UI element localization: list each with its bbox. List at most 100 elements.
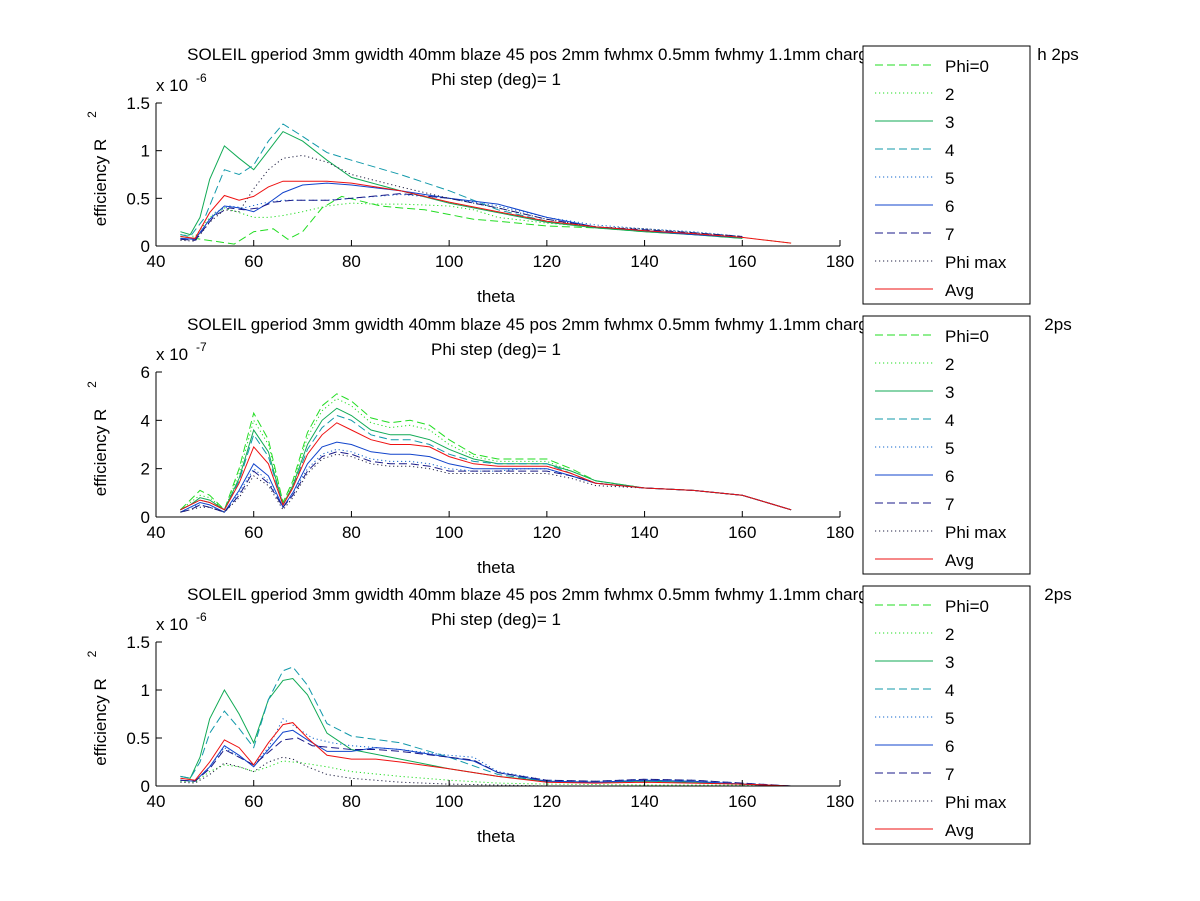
legend-box — [862, 45, 1031, 305]
x-tick-label: 180 — [826, 252, 854, 271]
chart-title-tail: 2ps — [1044, 315, 1071, 334]
legend: Phi=0 2 3 4 5 6 7 Phi max Avg — [862, 45, 1031, 305]
y-tick-label: 0.5 — [126, 189, 150, 208]
legend-box — [862, 585, 1031, 845]
legend-entry-label: 6 — [945, 197, 954, 216]
legend-entry-label: Avg — [945, 281, 974, 300]
legend-entry-label: 5 — [945, 439, 954, 458]
legend-entry-label: Phi max — [945, 793, 1007, 812]
legend-entry-label: Avg — [945, 821, 974, 840]
legend: Phi=0 2 3 4 5 6 7 Phi max Avg — [862, 585, 1031, 845]
x-tick-label: 140 — [630, 252, 658, 271]
x-tick-label: 180 — [826, 792, 854, 811]
chart-title-tail: h 2ps — [1037, 45, 1079, 64]
chart-title: SOLEIL gperiod 3mm gwidth 40mm blaze 45 … — [187, 585, 901, 604]
axis-exponent-base: x 10 — [156, 615, 188, 634]
legend-entry-label: 3 — [945, 383, 954, 402]
legend-entry-label: 6 — [945, 467, 954, 486]
legend-entry-label: 4 — [945, 411, 954, 430]
legend-entry-label: Phi=0 — [945, 597, 989, 616]
x-tick-label: 80 — [342, 523, 361, 542]
x-tick-label: 40 — [147, 252, 166, 271]
y-tick-label: 0 — [141, 237, 150, 256]
y-tick-label: 1 — [141, 681, 150, 700]
legend-entry-label: Phi max — [945, 523, 1007, 542]
chart-title: SOLEIL gperiod 3mm gwidth 40mm blaze 45 … — [187, 45, 901, 64]
chart-title: SOLEIL gperiod 3mm gwidth 40mm blaze 45 … — [187, 315, 901, 334]
y-tick-label: 1.5 — [126, 633, 150, 652]
series-line-5 — [180, 729, 792, 787]
y-axis-label-superscript: 2 — [85, 381, 99, 388]
x-tick-label: 160 — [728, 252, 756, 271]
x-tick-label: 80 — [342, 792, 361, 811]
x-tick-label: 40 — [147, 523, 166, 542]
x-tick-label: 100 — [435, 252, 463, 271]
y-tick-label: 2 — [141, 460, 150, 479]
y-axis-label-superscript: 2 — [85, 111, 99, 118]
y-axis-label: efficiency R — [91, 409, 110, 497]
y-tick-label: 1.5 — [126, 94, 150, 113]
x-tick-label: 120 — [533, 252, 561, 271]
chart-panel-3: 40 60 80 100 120 140 160 180 0 0.5 1 1.5 x 10 -6 SOLEI… — [85, 585, 1072, 846]
legend-box — [862, 315, 1031, 575]
axis-exponent-power: -6 — [196, 610, 207, 624]
x-tick-label: 120 — [533, 523, 561, 542]
x-axis-label: theta — [477, 287, 515, 306]
chart-panel-2: 40 60 80 100 120 140 160 180 0 2 4 6 x 10 -7 SOLEIL gp… — [85, 315, 1072, 577]
x-tick-label: 160 — [728, 792, 756, 811]
x-tick-label: 100 — [435, 792, 463, 811]
legend-entry-label: 4 — [945, 681, 954, 700]
legend-entry-label: 3 — [945, 653, 954, 672]
axis-exponent-base: x 10 — [156, 345, 188, 364]
y-tick-label: 0 — [141, 777, 150, 796]
chart-subtitle: Phi step (deg)= 1 — [431, 340, 561, 359]
series-line-8 — [180, 722, 792, 787]
y-tick-label: 6 — [141, 363, 150, 382]
x-tick-label: 100 — [435, 523, 463, 542]
series-line-2 — [180, 130, 743, 239]
axis-exponent-power: -7 — [196, 340, 207, 354]
chart-title-tail: 2ps — [1044, 585, 1071, 604]
x-tick-label: 160 — [728, 523, 756, 542]
legend-entry-label: 7 — [945, 225, 954, 244]
x-tick-label: 40 — [147, 792, 166, 811]
x-tick-label: 180 — [826, 523, 854, 542]
x-tick-label: 140 — [630, 792, 658, 811]
plot-area — [156, 642, 840, 786]
legend-entry-label: Avg — [945, 551, 974, 570]
axis-exponent-power: -6 — [196, 71, 207, 85]
x-tick-label: 80 — [342, 252, 361, 271]
legend-entry-label: 5 — [945, 709, 954, 728]
plot-area — [156, 103, 840, 246]
x-axis-label: theta — [477, 827, 515, 846]
legend-entry-label: Phi max — [945, 253, 1007, 272]
y-axis-label-superscript: 2 — [85, 650, 99, 657]
chart-subtitle: Phi step (deg)= 1 — [431, 70, 561, 89]
series-line-2 — [180, 407, 792, 511]
series-line-8 — [180, 180, 792, 244]
legend-entry-label: 4 — [945, 141, 954, 160]
y-axis-label: efficiency R — [91, 139, 110, 227]
x-tick-label: 140 — [630, 523, 658, 542]
x-axis-label: theta — [477, 558, 515, 577]
x-tick-label: 60 — [244, 792, 263, 811]
chart-panel-1: 40 60 80 100 120 140 160 180 0 0.5 1 1.5 x 10 -6 SOLEI… — [85, 45, 1079, 306]
legend-entry-label: 2 — [945, 625, 954, 644]
series-line-8 — [180, 422, 792, 511]
series-line-7 — [180, 453, 792, 513]
axis-exponent-base: x 10 — [156, 76, 188, 95]
legend-entry-label: 7 — [945, 765, 954, 784]
legend-entry-label: 7 — [945, 495, 954, 514]
x-tick-label: 60 — [244, 252, 263, 271]
legend-entry-label: 2 — [945, 85, 954, 104]
legend-entry-label: 3 — [945, 113, 954, 132]
y-tick-label: 0 — [141, 508, 150, 527]
y-axis-label: efficiency R — [91, 678, 110, 766]
chart-subtitle: Phi step (deg)= 1 — [431, 610, 561, 629]
legend-entry-label: 6 — [945, 737, 954, 756]
series-line-3 — [180, 123, 743, 238]
y-tick-label: 0.5 — [126, 729, 150, 748]
x-tick-label: 120 — [533, 792, 561, 811]
series-line-0 — [180, 195, 743, 245]
